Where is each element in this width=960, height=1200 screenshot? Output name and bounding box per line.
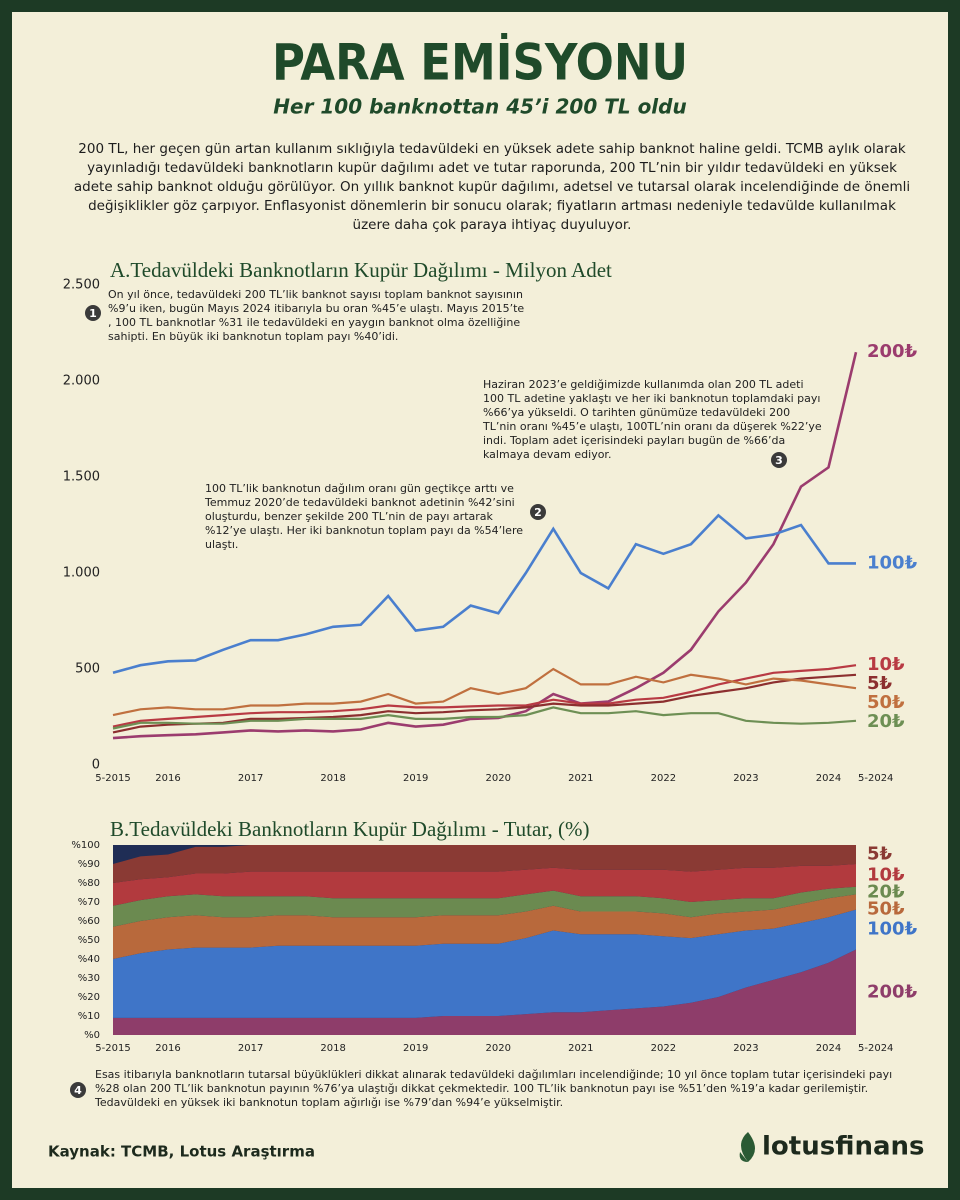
series-label: 50₺ [867,898,905,919]
annotation: Esas itibarıyla banknotların tutarsal bü… [95,1068,893,1109]
x-tick-label: 2022 [651,773,676,784]
x-tick-label: 2018 [320,773,345,784]
stacked-area [113,909,856,1018]
x-tick-label: 2021 [568,773,593,784]
stacked-area [113,894,856,959]
page-title: PARA EMİSYONU [272,34,688,92]
x-tick-label: 2024 [816,1043,841,1054]
series-label: 20₺ [867,881,905,902]
note-marker [771,452,787,468]
annotation: On yıl önce, tedavüldeki 200 TL’lik bank… [108,288,525,343]
series-label: 100₺ [867,919,918,940]
note-number: 4 [74,1084,82,1097]
series-label: 10₺ [867,654,905,675]
brand: lotusfinans [762,1132,925,1162]
y-tick-label: %40 [78,954,100,965]
x-tick-label: 2024 [816,773,841,784]
x-tick-label: 2016 [155,773,180,784]
y-tick-label: 1.500 [63,470,100,485]
stacked-area [113,949,856,1035]
note-number: 2 [534,506,542,519]
data-line [112,513,856,675]
y-tick-label: 2.500 [63,278,100,293]
x-tick-label: 2020 [486,773,511,784]
y-tick-label: 2.000 [63,374,100,389]
x-tick-label: 2020 [486,1043,511,1054]
series-label: 200₺ [867,341,918,362]
intro-text: 200 TL, her geçen gün artan kullanım sık… [73,141,911,233]
note-number: 1 [89,307,97,320]
y-tick-label: %20 [78,992,100,1003]
y-tick-label: %70 [78,897,100,908]
data-line [112,351,858,740]
x-tick-label: 2021 [568,1043,593,1054]
x-tick-label: 2016 [155,1043,180,1054]
y-tick-label: 500 [75,662,100,677]
y-tick-label: 0 [92,758,100,773]
stacked-area [113,886,856,927]
x-tick-label: 2017 [238,1043,263,1054]
y-tick-label: %50 [78,935,100,946]
note-marker [85,305,101,321]
x-tick-label: 2019 [403,773,428,784]
chart-title: A.Tedavüldeki Banknotların Kupür Dağılım… [110,258,612,282]
x-tick-label: 2017 [238,773,263,784]
data-line [112,667,857,717]
series-label: 200₺ [867,981,918,1002]
x-tick-label: 2022 [651,1043,676,1054]
series-label: 100₺ [867,552,918,573]
y-tick-label: %90 [78,859,100,870]
x-tick-label: 2018 [320,1043,345,1054]
series-label: 20₺ [867,711,905,732]
y-tick-label: %80 [78,878,100,889]
x-tick-label: 5-2015 [95,1043,130,1054]
annotation: Haziran 2023’e geldiğimizde kullanımda o… [483,378,822,461]
page-subtitle: Her 100 banknottan 45’i 200 TL oldu [273,95,686,119]
y-tick-label: 1.000 [63,566,100,581]
data-line [112,706,857,730]
y-tick-label: %0 [84,1030,100,1041]
stacked-area [113,864,856,906]
annotation: 100 TL’lik banknotun dağılım oranı gün g… [205,482,523,551]
stacked-area [113,845,856,883]
x-tick-label: 5-2024 [858,1043,893,1054]
y-tick-label: %100 [71,840,100,851]
y-tick-label: %10 [78,1011,100,1022]
x-tick-label: 2023 [733,773,758,784]
x-tick-label: 2023 [733,1043,758,1054]
note-marker [70,1082,86,1098]
source: Kaynak: TCMB, Lotus Araştırma [48,1143,315,1161]
note-marker [530,504,546,520]
data-line [112,673,857,734]
x-tick-label: 5-2024 [858,773,893,784]
series-label: 50₺ [867,692,905,713]
x-tick-label: 5-2015 [95,773,130,784]
note-number: 3 [775,454,783,467]
series-label: 5₺ [867,844,893,865]
x-tick-label: 2019 [403,1043,428,1054]
y-tick-label: %30 [78,973,100,984]
series-label: 5₺ [867,673,893,694]
series-label: 10₺ [867,864,905,885]
logo-icon [739,1132,755,1162]
y-tick-label: %60 [78,916,100,927]
chart-title: B.Tedavüldeki Banknotların Kupür Dağılım… [110,817,589,841]
